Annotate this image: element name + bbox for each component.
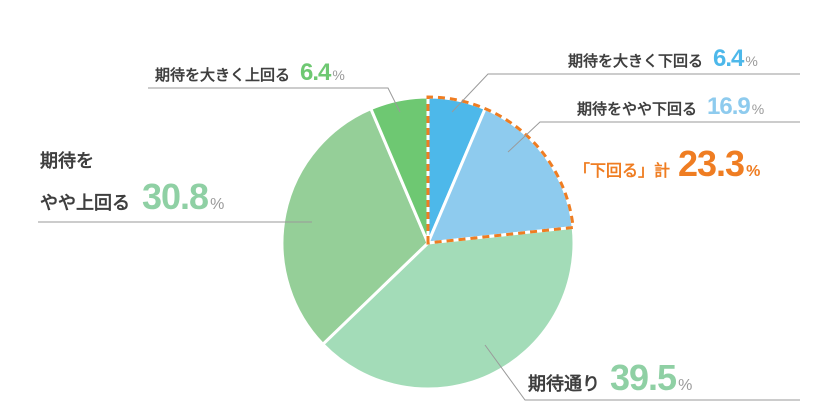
below-expectation-highlight-outline [426,95,575,245]
label-slightly-below: 期待をやや下回る 16.9 % [577,95,764,119]
label-slightly-above: 期待を やや上回る 30.8 % [40,153,224,215]
label-below-total-category: 「下回る」計 [574,161,671,180]
label-slightly-above-category-line2: やや上回る [40,193,130,214]
label-as-expected: 期待通り 39.5 % [528,360,692,396]
label-much-above-value: 6.4 [300,59,331,86]
label-as-expected-category: 期待通り [528,374,600,395]
pie-slice-as-expected [321,225,576,391]
label-slightly-below-unit: % [751,101,765,117]
leader-line-much-above [148,87,401,113]
label-as-expected-unit: % [678,377,693,394]
label-as-expected-value: 39.5 [610,357,677,398]
pie-slice-slightly-above [280,107,430,346]
label-below-total: 「下回る」計 23.3 % [574,146,760,182]
label-below-total-value: 23.3 [678,143,745,184]
label-slightly-below-value: 16.9 [707,93,751,120]
label-slightly-below-category: 期待をやや下回る [577,100,698,118]
label-much-below: 期待を大きく下回る 6.4 % [568,47,758,71]
label-much-below-unit: % [745,53,758,69]
label-much-below-value: 6.4 [713,45,744,72]
label-much-above-category: 期待を大きく上回る [155,66,291,84]
leader-line-as-expected [484,344,800,401]
leader-lines [38,73,800,401]
label-slightly-above-value: 30.8 [142,176,209,217]
leader-line-slightly-below [507,121,800,153]
label-slightly-above-unit: % [210,196,225,213]
label-slightly-above-category-line1: 期待を [40,151,94,172]
label-much-below-category: 期待を大きく下回る [568,52,704,70]
leader-line-much-below [451,73,800,113]
label-much-above-unit: % [332,67,345,83]
label-below-total-unit: % [746,163,761,180]
label-much-above: 期待を大きく上回る 6.4 % [155,61,345,85]
